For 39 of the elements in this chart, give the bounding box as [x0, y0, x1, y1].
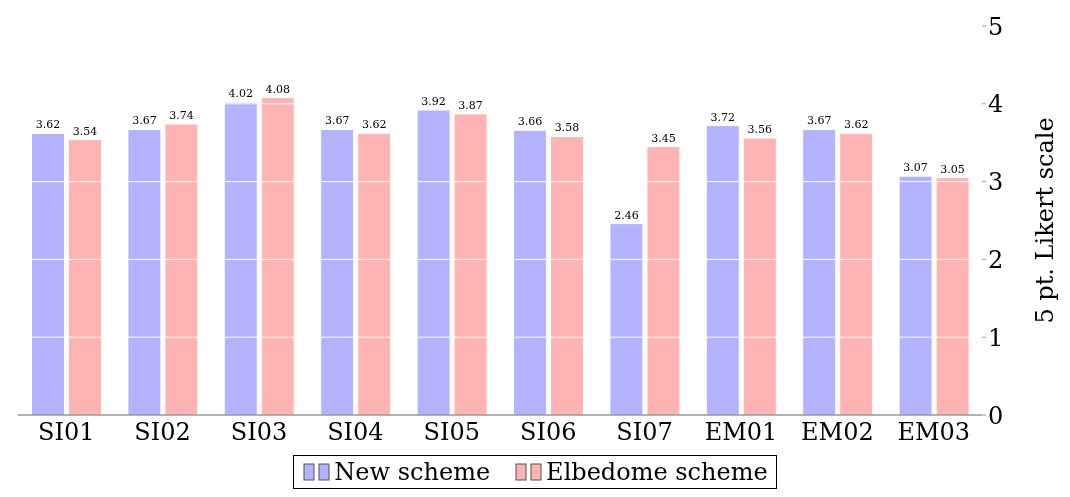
- data-label: 4.02: [228, 87, 254, 101]
- legend-label: Elbedome scheme: [545, 458, 768, 486]
- x-tick-label: SI01: [37, 418, 95, 447]
- data-label: 4.08: [265, 82, 291, 96]
- x-tick-label: SI02: [134, 418, 191, 447]
- y-tick-label: 4: [988, 90, 1004, 119]
- data-label: 3.56: [747, 123, 773, 137]
- x-tick-label: SI05: [423, 418, 481, 447]
- data-label: 3.67: [132, 114, 157, 128]
- data-label: 3.62: [843, 118, 869, 132]
- x-tick-label: SI03: [230, 418, 288, 447]
- y-tick-label: 3: [988, 168, 1004, 197]
- data-label: 3.74: [169, 109, 194, 123]
- data-label: 3.62: [361, 118, 387, 132]
- y-tick-label: 5: [988, 12, 1004, 41]
- x-tick-label: EM02: [801, 418, 874, 447]
- x-tick-label: SI06: [519, 418, 577, 447]
- data-label: 3.72: [710, 110, 736, 124]
- x-tick-label: EM03: [897, 418, 971, 447]
- y-axis-title: 5 pt. Likert scale: [1030, 117, 1059, 324]
- data-label: 3.58: [554, 121, 580, 135]
- data-label: 3.05: [940, 162, 965, 176]
- x-tick-label: SI04: [327, 418, 384, 447]
- y-tick-label: 0: [988, 401, 1004, 430]
- data-label: 3.92: [421, 95, 446, 109]
- x-tick-label: SI07: [616, 418, 673, 447]
- y-tick-label: 1: [988, 323, 1004, 352]
- data-label: 3.67: [806, 114, 832, 128]
- data-label: 3.45: [651, 131, 676, 145]
- data-label: 3.07: [903, 161, 928, 175]
- data-label: 2.46: [614, 208, 639, 222]
- data-label: 3.54: [72, 124, 98, 138]
- data-label: 3.66: [517, 115, 543, 129]
- data-label: 3.67: [324, 114, 350, 128]
- y-tick-label: 2: [988, 245, 1004, 274]
- x-tick-label: EM01: [704, 418, 778, 447]
- data-label: 3.87: [458, 98, 483, 112]
- legend-label: New scheme: [333, 458, 491, 486]
- data-label: 3.62: [35, 118, 61, 132]
